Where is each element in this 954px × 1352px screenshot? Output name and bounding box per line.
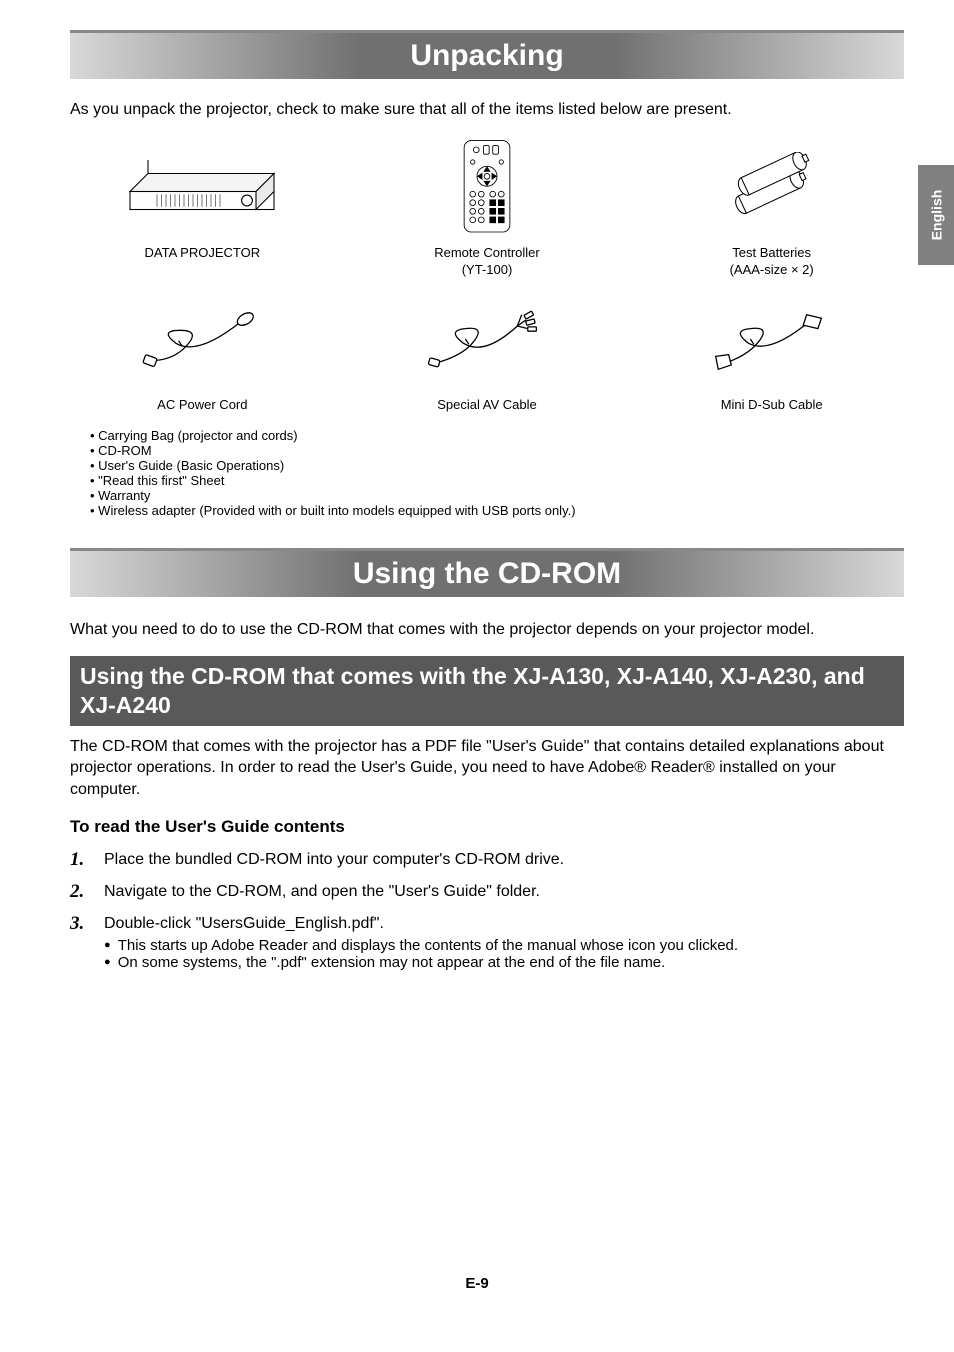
page-number: E-9 <box>0 1275 954 1292</box>
language-tab-label: English <box>928 190 944 241</box>
step-item: Place the bundled CD-ROM into your compu… <box>70 851 904 869</box>
batteries-illustration <box>639 137 904 237</box>
item-label: Mini D-Sub Cable <box>639 397 904 414</box>
extra-item: Carrying Bag (projector and cords) <box>90 428 904 443</box>
dsub-cable-illustration <box>639 289 904 389</box>
item-label: Remote Controller <box>355 245 620 262</box>
item-sublabel: (YT-100) <box>355 262 620 279</box>
av-cable-illustration <box>355 289 620 389</box>
step-text: Double-click "UsersGuide_English.pdf". <box>104 915 384 932</box>
power-cord-illustration <box>70 289 335 389</box>
subsection-para: The CD-ROM that comes with the projector… <box>70 736 904 801</box>
extra-item: User's Guide (Basic Operations) <box>90 458 904 473</box>
step-text: Place the bundled CD-ROM into your compu… <box>104 851 564 868</box>
section-title-unpacking: Unpacking <box>70 30 904 79</box>
page: English Unpacking As you unpack the proj… <box>0 0 954 1352</box>
item-label: DATA PROJECTOR <box>70 245 335 262</box>
item-label: Test Batteries <box>639 245 904 262</box>
step-item: Double-click "UsersGuide_English.pdf". T… <box>70 915 904 971</box>
projector-illustration <box>70 137 335 237</box>
steps-list: Place the bundled CD-ROM into your compu… <box>70 851 904 971</box>
item-dsub-cable: Mini D-Sub Cable <box>639 289 904 414</box>
item-av-cable: Special AV Cable <box>355 289 620 414</box>
extra-item: "Read this first" Sheet <box>90 473 904 488</box>
unpacking-intro: As you unpack the projector, check to ma… <box>70 101 904 119</box>
remote-illustration <box>355 137 620 237</box>
extra-item: Warranty <box>90 488 904 503</box>
step-text: Navigate to the CD-ROM, and open the "Us… <box>104 883 540 900</box>
item-label: AC Power Cord <box>70 397 335 414</box>
step-sub-item: This starts up Adobe Reader and displays… <box>104 937 904 954</box>
item-sublabel: (AAA-size × 2) <box>639 262 904 279</box>
step-sub-list: This starts up Adobe Reader and displays… <box>104 937 904 971</box>
extra-item: Wireless adapter (Provided with or built… <box>90 503 904 518</box>
items-grid: DATA PROJECTOR <box>70 137 904 414</box>
item-remote: Remote Controller (YT-100) <box>355 137 620 279</box>
language-tab: English <box>918 165 954 265</box>
item-projector: DATA PROJECTOR <box>70 137 335 279</box>
subsection-title: Using the CD-ROM that comes with the XJ-… <box>70 656 904 726</box>
bold-heading: To read the User's Guide contents <box>70 817 904 837</box>
item-batteries: Test Batteries (AAA-size × 2) <box>639 137 904 279</box>
step-item: Navigate to the CD-ROM, and open the "Us… <box>70 883 904 901</box>
item-label: Special AV Cable <box>355 397 620 414</box>
item-power-cord: AC Power Cord <box>70 289 335 414</box>
cdrom-intro: What you need to do to use the CD-ROM th… <box>70 619 904 641</box>
extra-item: CD-ROM <box>90 443 904 458</box>
section-title-cdrom: Using the CD-ROM <box>70 548 904 597</box>
extras-list: Carrying Bag (projector and cords) CD-RO… <box>90 428 904 518</box>
step-sub-item: On some systems, the ".pdf" extension ma… <box>104 954 904 971</box>
